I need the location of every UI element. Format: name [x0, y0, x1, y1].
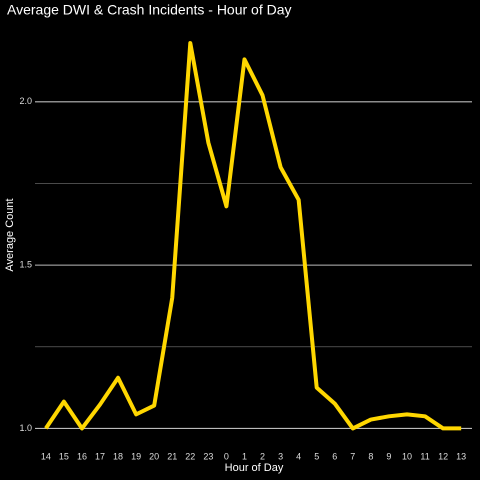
x-tick-label: 21	[167, 451, 177, 461]
y-axis-label: Average Count	[4, 198, 16, 271]
x-tick-label: 19	[131, 451, 141, 461]
chart-title: Average DWI & Crash Incidents - Hour of …	[7, 2, 292, 18]
x-axis-label: Hour of Day	[225, 462, 284, 474]
x-tick-label: 1	[242, 451, 247, 461]
y-tick-label: 1.0	[19, 423, 32, 433]
x-tick-label: 20	[149, 451, 159, 461]
x-tick-label: 22	[185, 451, 195, 461]
x-tick-label: 6	[332, 451, 337, 461]
y-tick-label: 1.5	[19, 260, 32, 270]
x-tick-label: 13	[456, 451, 466, 461]
x-tick-label: 14	[41, 451, 51, 461]
x-tick-label: 7	[350, 451, 355, 461]
x-tick-label: 11	[420, 451, 429, 461]
x-tick-label: 0	[224, 451, 229, 461]
x-tick-label: 23	[203, 451, 213, 461]
x-tick-label: 2	[260, 451, 265, 461]
x-tick-label: 4	[296, 451, 301, 461]
x-tick-label: 8	[368, 451, 373, 461]
x-tick-label: 17	[95, 451, 105, 461]
line	[44, 41, 462, 431]
x-tick-label: 18	[113, 451, 123, 461]
x-tick-label: 5	[314, 451, 319, 461]
x-tick-label: 10	[402, 451, 412, 461]
x-tick-label: 12	[438, 451, 448, 461]
y-tick-label: 2.0	[19, 96, 32, 106]
x-tick-label: 3	[278, 451, 283, 461]
x-tick-label: 9	[386, 451, 391, 461]
x-tick-label: 15	[59, 451, 69, 461]
x-tick-label: 16	[77, 451, 87, 461]
